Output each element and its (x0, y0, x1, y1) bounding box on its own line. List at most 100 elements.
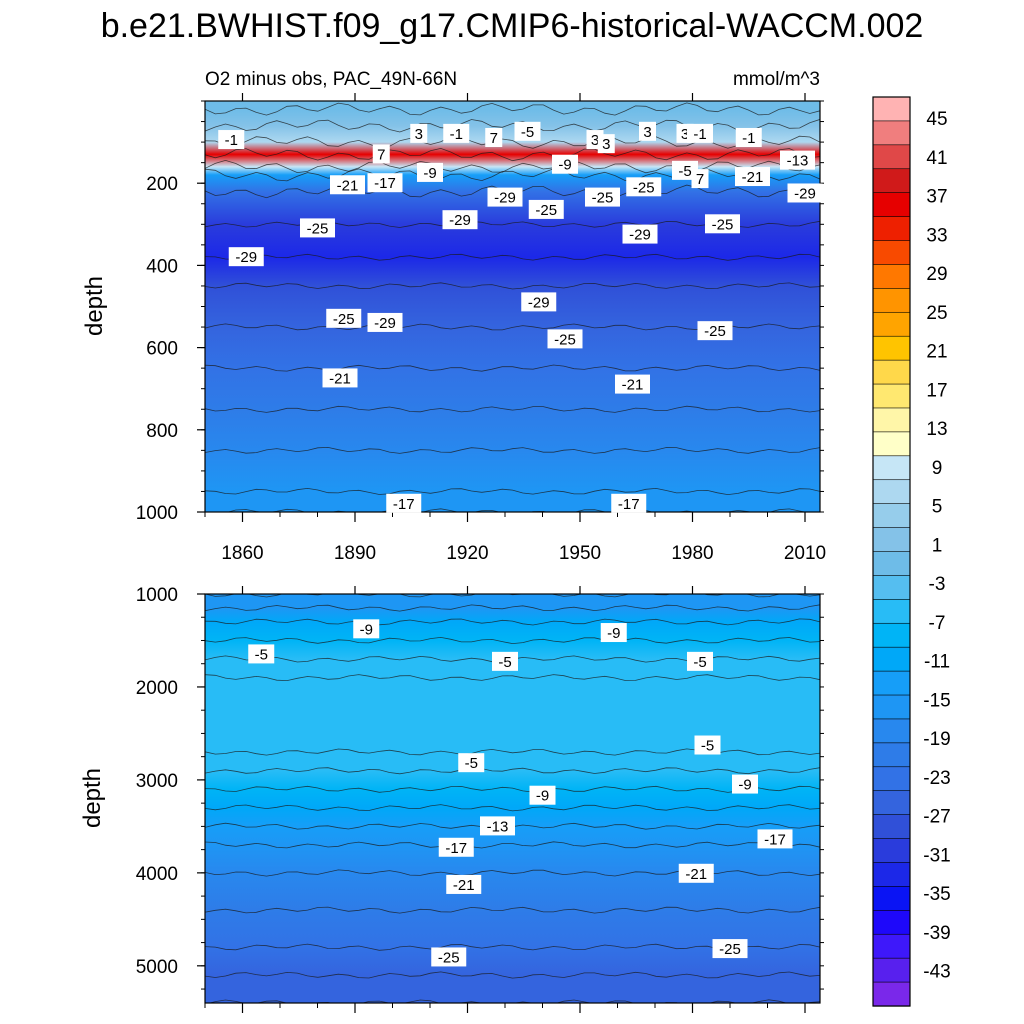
upper-contour-label: -17 (386, 493, 422, 513)
upper-contour-line (205, 364, 820, 372)
upper-contour-label: -17 (367, 173, 403, 193)
contour-label-box (626, 177, 662, 197)
colorbar-swatch (872, 599, 911, 624)
contour-label-text: -13 (787, 153, 809, 170)
upper-contour-label: -29 (487, 187, 523, 207)
contour-label-box (228, 247, 264, 267)
contour-label-text: -25 (535, 202, 557, 219)
contour-label-text: -25 (704, 323, 726, 340)
lower-contour-label: -25 (712, 939, 748, 959)
colorbar-label: -19 (923, 729, 950, 750)
upper-contour-label: 3 (597, 134, 615, 154)
contour-label-text: -5 (465, 755, 478, 772)
colorbar-swatch (872, 264, 911, 289)
colorbar-label: -31 (923, 845, 950, 866)
contour-label-text: -17 (445, 840, 467, 857)
upper-ytick-label: 600 (146, 339, 178, 360)
lower-contour-label: -5 (694, 735, 721, 755)
colorbar-label: 1 (932, 535, 943, 556)
lower-contour-label: -17 (757, 829, 793, 849)
upper-contour-label: -25 (528, 199, 564, 219)
contour-label-text: -5 (701, 738, 714, 755)
colorbar-label: 33 (926, 225, 947, 246)
contour-label-box (514, 121, 541, 141)
colorbar-swatch (872, 216, 911, 242)
contour-label-text: -25 (592, 190, 614, 207)
colorbar-label: -11 (924, 652, 950, 673)
contour-label-box (552, 154, 578, 174)
contour-label-text: -9 (558, 157, 571, 174)
contour-label-text: -5 (521, 124, 534, 141)
colorbar-label: 25 (926, 303, 947, 324)
xtick-label: 1950 (559, 543, 601, 564)
colorbar-label: 45 (926, 109, 947, 130)
colorbar-swatch (872, 240, 911, 266)
upper-contour-label: -21 (615, 374, 650, 394)
colorbar-label: -35 (923, 884, 950, 905)
chart-title: b.e21.BWHIST.f09_g17.CMIP6-historical-WA… (101, 7, 924, 45)
contour-label-text: -25 (712, 216, 734, 233)
contour-label-text: -25 (554, 331, 576, 348)
contour-label-box (705, 214, 740, 234)
contour-label-box (732, 774, 758, 794)
colorbar-swatch (872, 168, 911, 194)
colorbar-swatch (872, 120, 911, 146)
lower-contour-label: -9 (600, 623, 627, 643)
colorbar-swatch (872, 670, 911, 696)
contour-label-box (438, 837, 474, 857)
upper-ytick-label: 800 (146, 421, 178, 442)
contour-label-text: -1 (693, 126, 706, 143)
upper-contour-label: 7 (691, 169, 709, 189)
upper-contour-label: -29 (521, 292, 557, 312)
colorbar-swatch (872, 790, 911, 816)
contour-label-box (600, 623, 627, 643)
colorbar-swatch (872, 886, 911, 911)
colorbar-swatch (872, 503, 911, 529)
contour-label-text: 3 (602, 136, 610, 153)
contour-label-text: -21 (685, 866, 707, 883)
upper-contour-label: -25 (326, 308, 362, 328)
contour-label-text: -21 (622, 377, 644, 394)
lower-contour-label: -5 (458, 753, 485, 773)
xtick-label: 1860 (221, 543, 263, 564)
contour-label-text: -29 (235, 249, 257, 266)
upper-contour-label: -25 (697, 321, 733, 341)
contour-label-text: -29 (629, 227, 651, 244)
contour-label-box (547, 329, 583, 349)
contour-label-box (611, 493, 647, 513)
contour-label-text: -29 (374, 315, 396, 332)
contour-label-box (410, 123, 428, 143)
contour-label-box (218, 130, 245, 150)
upper-contour-label: -1 (735, 127, 762, 147)
colorbar-label: 9 (932, 458, 943, 479)
upper-contour-label: -1 (443, 123, 470, 143)
colorbar-swatch (872, 766, 911, 792)
contour-label-box (529, 785, 556, 805)
contour-label-text: 3 (591, 132, 599, 149)
contour-label-box (458, 753, 485, 773)
colorbar-swatch (872, 622, 911, 648)
upper-contour-label: 7 (485, 127, 503, 147)
colorbar-label: 13 (926, 419, 947, 440)
upper-contour-label: -25 (547, 329, 583, 349)
colorbar-swatch (872, 910, 911, 935)
upper-contour-label: 7 (372, 144, 390, 164)
chart-subtitle: O2 minus obs, PAC_49N-66N (205, 69, 457, 90)
colorbar-swatch (872, 96, 911, 122)
colorbar-swatch (872, 479, 911, 505)
contour-label-text: -17 (618, 496, 640, 513)
xtick-label: 2010 (784, 543, 826, 564)
contour-label-box (431, 947, 467, 967)
upper-contour-label: -25 (585, 187, 620, 207)
lower-contour-label: -9 (732, 774, 758, 794)
contour-label-text: -21 (453, 877, 475, 894)
contour-label-text: -21 (742, 169, 764, 186)
upper-contour-label: -9 (552, 154, 578, 174)
colorbar-label: 29 (926, 264, 947, 285)
contour-label-box (353, 619, 380, 639)
lower-contour-label: -21 (446, 874, 482, 894)
colorbar-label: 41 (926, 148, 947, 169)
contour-label-text: -21 (329, 370, 351, 387)
lower-contour-line (205, 804, 820, 812)
contour-label-box (367, 312, 403, 332)
